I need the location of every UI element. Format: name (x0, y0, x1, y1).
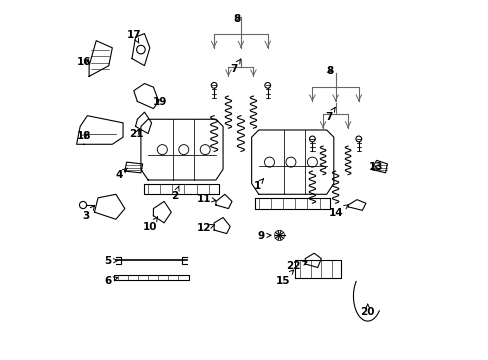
Text: 22: 22 (286, 261, 306, 271)
Text: 11: 11 (197, 194, 216, 203)
Text: 2: 2 (171, 186, 179, 201)
Text: 17: 17 (127, 30, 142, 43)
Text: 8: 8 (233, 14, 241, 23)
Text: 7: 7 (230, 59, 240, 74)
Text: 9: 9 (257, 231, 270, 241)
Text: 8: 8 (326, 66, 333, 76)
Text: 16: 16 (77, 57, 92, 67)
Text: 1: 1 (253, 179, 263, 191)
Text: 6: 6 (104, 276, 118, 286)
Text: 14: 14 (328, 204, 348, 218)
Text: 18: 18 (77, 131, 92, 141)
Text: 21: 21 (129, 129, 143, 139)
Text: 15: 15 (275, 270, 293, 286)
Text: 20: 20 (360, 304, 374, 317)
Text: 3: 3 (82, 206, 94, 221)
Text: 5: 5 (104, 256, 118, 266)
Text: 19: 19 (152, 97, 167, 107)
Text: 4: 4 (115, 168, 127, 180)
Text: 13: 13 (368, 162, 383, 172)
Text: 12: 12 (197, 223, 214, 233)
Text: 10: 10 (143, 217, 158, 232)
Text: 7: 7 (324, 107, 335, 122)
